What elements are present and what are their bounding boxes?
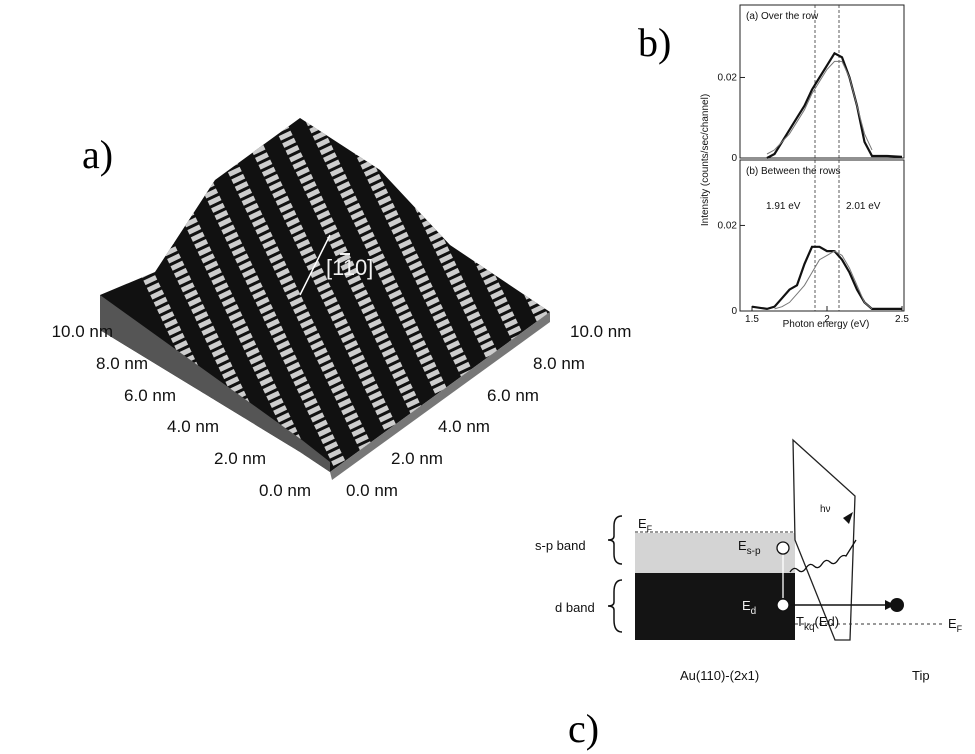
spectrum-line xyxy=(766,60,873,155)
axis-label: 0.0 nm xyxy=(346,481,398,500)
axis-label: 10.0 nm xyxy=(570,322,631,341)
spectrum-line xyxy=(774,250,873,310)
x-tick-label: 1.5 xyxy=(745,314,759,325)
annotation: 1.91 eV xyxy=(766,201,801,212)
direction-label: [110] xyxy=(326,255,373,280)
axis-label: 8.0 nm xyxy=(96,354,148,373)
x-tick-label: 2.5 xyxy=(895,314,909,325)
band-label: d band xyxy=(555,600,595,615)
plot-title: (b) Between the rows xyxy=(746,166,841,177)
y-tick-label: 0 xyxy=(731,153,737,164)
fermi-label: EF xyxy=(948,616,963,634)
axis-label: 4.0 nm xyxy=(167,417,219,436)
axis-label: 4.0 nm xyxy=(438,417,490,436)
tip-label: Tip xyxy=(912,668,930,683)
photon-label: hν xyxy=(820,504,831,515)
y-tick-label: 0.02 xyxy=(718,220,738,231)
tunnel-label: Tkq(Ed) xyxy=(796,614,839,633)
stm-surface xyxy=(100,118,550,480)
band-diagram xyxy=(607,438,945,641)
y-tick-label: 0 xyxy=(731,306,737,317)
axis-label: 2.0 nm xyxy=(391,449,443,468)
y-axis-label: Intensity (counts/sec/channel) xyxy=(700,94,711,226)
plot-frame xyxy=(739,4,905,159)
fermi-label: EF xyxy=(638,516,653,534)
axis-label: 0.0 nm xyxy=(259,481,311,500)
panel-label: b) xyxy=(638,20,671,65)
axis-label: 8.0 nm xyxy=(533,354,585,373)
x-axis-label: Photon energy (eV) xyxy=(783,319,870,330)
spectrum-line xyxy=(751,245,902,311)
sample-label: Au(110)-(2x1) xyxy=(680,668,759,683)
axis-label: 6.0 nm xyxy=(487,386,539,405)
panel-label: a) xyxy=(82,132,113,177)
band-label: s-p band xyxy=(535,538,586,553)
panel-label: c) xyxy=(568,706,599,751)
spectrum-line xyxy=(766,51,903,159)
level-label: Ed xyxy=(742,598,756,617)
y-tick-label: 0.02 xyxy=(718,72,738,83)
plot-title: (a) Over the row xyxy=(746,11,819,22)
level-label: Es-p xyxy=(738,538,761,557)
axis-label: 2.0 nm xyxy=(214,449,266,468)
plot-frame xyxy=(739,159,905,312)
x-tick-label: 2 xyxy=(824,314,830,325)
annotation: 2.01 eV xyxy=(846,201,881,212)
axis-label: 10.0 nm xyxy=(52,322,113,341)
axis-label: 6.0 nm xyxy=(124,386,176,405)
